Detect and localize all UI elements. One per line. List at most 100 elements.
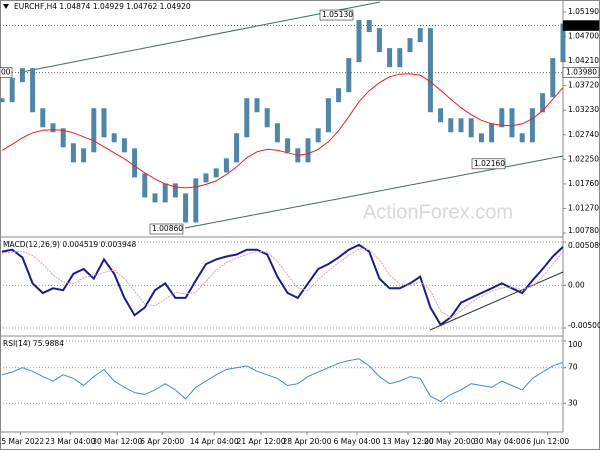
price-bar	[315, 128, 321, 143]
y-tick-label: 1.04210	[568, 56, 599, 65]
price-bar	[325, 98, 331, 133]
price-bar	[60, 128, 66, 148]
y-tick-label: 1.02740	[568, 130, 599, 139]
price-bar	[223, 158, 229, 173]
y-tick-label: 0.005089	[568, 241, 600, 250]
price-bar	[152, 193, 158, 203]
series-line	[1, 243, 564, 327]
price-bar	[254, 98, 260, 113]
price-bar	[529, 108, 535, 143]
price-bar	[101, 108, 107, 138]
price-bar	[427, 28, 433, 113]
price-bar	[193, 178, 199, 223]
x-tick-label: 30 Mar 12:00	[92, 437, 142, 446]
price-bar	[172, 183, 178, 198]
price-bar	[387, 48, 393, 68]
price-box	[562, 67, 600, 78]
price-bar	[448, 118, 454, 133]
price-bar	[121, 138, 127, 153]
x-tick-label: 20 May 20:00	[424, 437, 476, 446]
price-bar	[0, 98, 5, 103]
y-tick-label: 1.02250	[568, 154, 599, 163]
x-tick-label: 21 Apr 12:00	[237, 437, 286, 446]
price-bar	[40, 108, 46, 128]
price-bar	[9, 78, 15, 103]
price-bar	[458, 118, 464, 133]
y-tick-label: 0.00	[568, 280, 585, 289]
price-bar	[50, 123, 56, 133]
price-bar	[234, 133, 240, 163]
price-bar	[19, 68, 25, 83]
x-tick-label: 15 Mar 2022	[0, 437, 44, 446]
price-bar	[162, 183, 168, 203]
price-bar	[244, 98, 250, 138]
price-bar	[285, 138, 291, 153]
price-bar	[417, 28, 423, 43]
price-bar	[509, 108, 515, 138]
price-bar	[81, 148, 87, 163]
price-bar	[142, 173, 148, 198]
cut-label: 00	[1, 68, 11, 77]
y-tick-label: 1.00780	[568, 226, 599, 235]
y-tick-label: 1.05190	[568, 7, 599, 16]
annotation-box	[319, 9, 354, 21]
price-bar	[499, 108, 505, 128]
price-bar	[356, 20, 362, 63]
price-bar	[30, 68, 36, 113]
watermark: ActionForex.com	[363, 201, 513, 223]
y-tick-label: 1.03720	[568, 81, 599, 90]
x-tick-label: 28 Apr 20:00	[283, 437, 332, 446]
x-tick-label: 6 Apr 20:00	[140, 437, 184, 446]
price-bar	[346, 58, 352, 93]
x-tick-label: 13 May 12:00	[382, 437, 434, 446]
price-bar	[489, 123, 495, 143]
price-bar	[183, 193, 189, 223]
y-tick-label: 1.01760	[568, 179, 599, 188]
annotation-box	[149, 223, 184, 235]
series-line	[1, 73, 564, 189]
series-line	[1, 248, 564, 319]
price-bar	[540, 93, 546, 113]
price-bar	[91, 108, 97, 153]
x-tick-label: 6 Jun 12:00	[526, 437, 569, 446]
y-tick-label: 1.03230	[568, 105, 599, 114]
price-box-label: 1.03980	[566, 68, 597, 77]
y-tick-label: 1.01270	[568, 203, 599, 212]
price-bar	[468, 118, 474, 138]
y-tick-label: 30	[568, 398, 578, 407]
price-bar	[478, 133, 484, 143]
series-line	[1, 358, 564, 403]
annotation: 1.02160	[474, 159, 505, 168]
menu-arrow	[3, 4, 9, 9]
annotation-box	[471, 158, 506, 170]
y-tick-label: 70	[568, 363, 578, 372]
price-bar	[111, 133, 117, 143]
price-bar	[376, 28, 382, 53]
price-bar	[519, 133, 525, 143]
price-bar	[264, 108, 270, 128]
price-bar	[397, 48, 403, 68]
x-tick-label: 14 Apr 04:00	[190, 437, 239, 446]
price-bar	[213, 168, 219, 178]
price-bar	[70, 143, 76, 163]
chart-title: EURCHF,H4 1.04874 1.04929 1.04762 1.0492…	[14, 2, 191, 11]
annotation: 1.05130	[322, 10, 353, 19]
price-bar	[203, 173, 209, 183]
price-bar	[438, 108, 444, 123]
annotation: 1.00860	[152, 224, 183, 233]
x-tick-label: 23 Mar 04:00	[45, 437, 95, 446]
price-bar	[550, 58, 556, 98]
y-tick-label: 100	[568, 340, 583, 349]
price-box	[562, 20, 600, 31]
price-bar	[274, 123, 280, 143]
panel-title: RSI(14) 75.9884	[3, 339, 64, 348]
y-tick-label: 1.04700	[568, 32, 599, 41]
x-tick-label: 6 May 04:00	[334, 437, 381, 446]
cut-box	[0, 67, 13, 78]
price-bar	[407, 38, 413, 53]
y-tick-label: -0.005002	[568, 321, 600, 330]
panel-title: MACD(12,26,9) 0.004519 0.003948	[3, 240, 137, 249]
